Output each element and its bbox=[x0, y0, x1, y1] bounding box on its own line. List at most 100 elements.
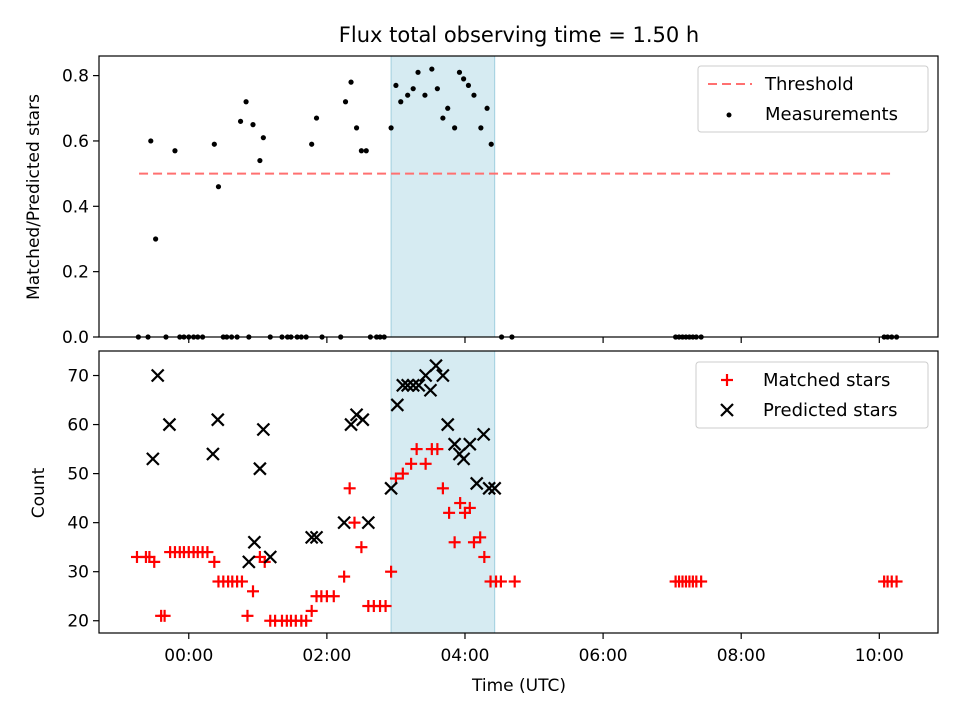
predicted-star-point bbox=[406, 378, 420, 393]
matched-star-point bbox=[431, 443, 444, 456]
measurement-point bbox=[452, 125, 458, 131]
predicted-stars-points bbox=[146, 358, 502, 569]
predicted-star-point bbox=[418, 368, 433, 383]
legend-predicted-swatch bbox=[720, 403, 734, 417]
measurement-point bbox=[484, 105, 490, 111]
predicted-star-point bbox=[309, 530, 324, 545]
matched-star-point bbox=[327, 590, 340, 603]
matched-star-point bbox=[405, 457, 418, 470]
predicted-star-point bbox=[263, 550, 278, 564]
measurement-point bbox=[488, 141, 494, 147]
measurement-point bbox=[393, 82, 399, 89]
predicted-star-point bbox=[356, 412, 370, 427]
measurement-point bbox=[342, 99, 349, 105]
matched-star-point bbox=[379, 600, 392, 613]
top-y-axis-label: Matched/Predicted stars bbox=[24, 94, 44, 300]
matched-star-point bbox=[396, 467, 409, 480]
measurement-point bbox=[471, 92, 477, 98]
predicted-star-point bbox=[247, 535, 262, 550]
matched-star-point bbox=[343, 482, 356, 495]
legend-threshold-label: Threshold bbox=[764, 74, 854, 95]
measurement-point bbox=[434, 86, 440, 92]
matched-star-point bbox=[695, 575, 708, 588]
top-plot-frame bbox=[98, 55, 939, 338]
measurement-point bbox=[243, 99, 249, 105]
matched-star-point bbox=[890, 575, 903, 588]
measurement-point bbox=[148, 138, 154, 144]
matched-star-point bbox=[474, 531, 487, 544]
top-legend: Threshold Measurements bbox=[697, 65, 929, 133]
measurement-point bbox=[429, 66, 435, 72]
matched-star-point bbox=[241, 609, 254, 622]
predicted-star-point bbox=[210, 412, 225, 427]
matched-star-point bbox=[508, 575, 521, 588]
predicted-star-point bbox=[384, 481, 398, 496]
bottom-legend: Matched stars Predicted stars bbox=[695, 361, 929, 429]
predicted-star-point bbox=[487, 481, 502, 496]
matched-star-point bbox=[419, 457, 432, 470]
measurement-point bbox=[153, 236, 159, 242]
measurement-point bbox=[237, 118, 244, 124]
measurement-point bbox=[440, 115, 446, 121]
matched-star-point bbox=[201, 546, 214, 559]
predicted-star-point bbox=[456, 452, 471, 466]
matched-star-point bbox=[443, 506, 456, 519]
matched-star-point bbox=[410, 443, 423, 456]
measurement-point bbox=[250, 122, 256, 128]
top-y-tick-label: 0.0 bbox=[62, 328, 89, 348]
matched-star-point bbox=[454, 497, 467, 510]
predicted-star-point bbox=[400, 378, 415, 393]
measurement-point bbox=[363, 148, 369, 154]
measurement-point bbox=[313, 115, 320, 121]
bottom-y-tick-label: 70 bbox=[67, 367, 89, 387]
predicted-star-point bbox=[304, 530, 319, 545]
measurement-point bbox=[353, 125, 360, 131]
bottom-x-tick-label: 00:00 bbox=[164, 646, 213, 666]
matched-stars-points bbox=[130, 443, 903, 627]
matched-star-point bbox=[436, 482, 449, 495]
measurement-point bbox=[211, 141, 217, 147]
predicted-star-point bbox=[361, 515, 376, 530]
measurement-point bbox=[309, 141, 315, 147]
bottom-y-tick-label: 20 bbox=[67, 612, 89, 632]
predicted-star-point bbox=[476, 427, 491, 442]
predicted-star-point bbox=[242, 555, 256, 569]
measurement-point bbox=[398, 99, 404, 105]
matched-star-point bbox=[208, 555, 221, 568]
measurement-point bbox=[465, 82, 472, 89]
predicted-star-point bbox=[447, 437, 462, 451]
bottom-x-tick-label: 02:00 bbox=[302, 646, 351, 666]
predicted-star-point bbox=[390, 398, 405, 412]
predicted-star-point bbox=[469, 476, 484, 491]
predicted-star-point bbox=[440, 417, 455, 432]
bottom-y-tick-label: 30 bbox=[67, 563, 89, 583]
chart-title: Flux total observing time = 1.50 h bbox=[339, 23, 699, 47]
top-y-tick-label: 0.4 bbox=[62, 197, 89, 217]
predicted-star-point bbox=[436, 368, 450, 383]
matched-star-point bbox=[355, 541, 368, 554]
predicted-star-point bbox=[344, 417, 358, 432]
bottom-x-ticks: 00:00 02:00 04:00 06:00 08:00 10:00 bbox=[164, 633, 904, 666]
bottom-y-tick-label: 40 bbox=[67, 514, 89, 534]
predicted-star-point bbox=[256, 422, 271, 437]
top-y-tick-label: 0.6 bbox=[62, 132, 89, 152]
predicted-star-point bbox=[146, 452, 160, 466]
measurement-point bbox=[348, 79, 354, 85]
bottom-panel: 20 30 40 50 60 70 00:00 02:00 04:00 06:00 08:00 10… bbox=[29, 350, 939, 696]
x-axis-label: Time (UTC) bbox=[471, 676, 566, 696]
predicted-star-point bbox=[429, 358, 443, 373]
bottom-x-tick-label: 06:00 bbox=[579, 646, 628, 666]
predicted-star-point bbox=[396, 378, 410, 393]
bottom-y-axis-label: Count bbox=[29, 467, 49, 518]
bottom-x-tick-label: 04:00 bbox=[440, 646, 489, 666]
measurement-point bbox=[260, 135, 266, 141]
matched-star-point bbox=[348, 516, 361, 529]
bottom-y-ticks: 20 30 40 50 60 70 bbox=[67, 367, 99, 632]
top-y-tick-label: 0.8 bbox=[62, 67, 89, 87]
top-legend-box bbox=[697, 65, 929, 133]
predicted-star-point bbox=[162, 417, 177, 432]
matched-star-point bbox=[305, 604, 318, 617]
legend-predicted-label: Predicted stars bbox=[763, 400, 897, 421]
measurement-point bbox=[422, 92, 428, 98]
measurement-point bbox=[215, 184, 222, 190]
